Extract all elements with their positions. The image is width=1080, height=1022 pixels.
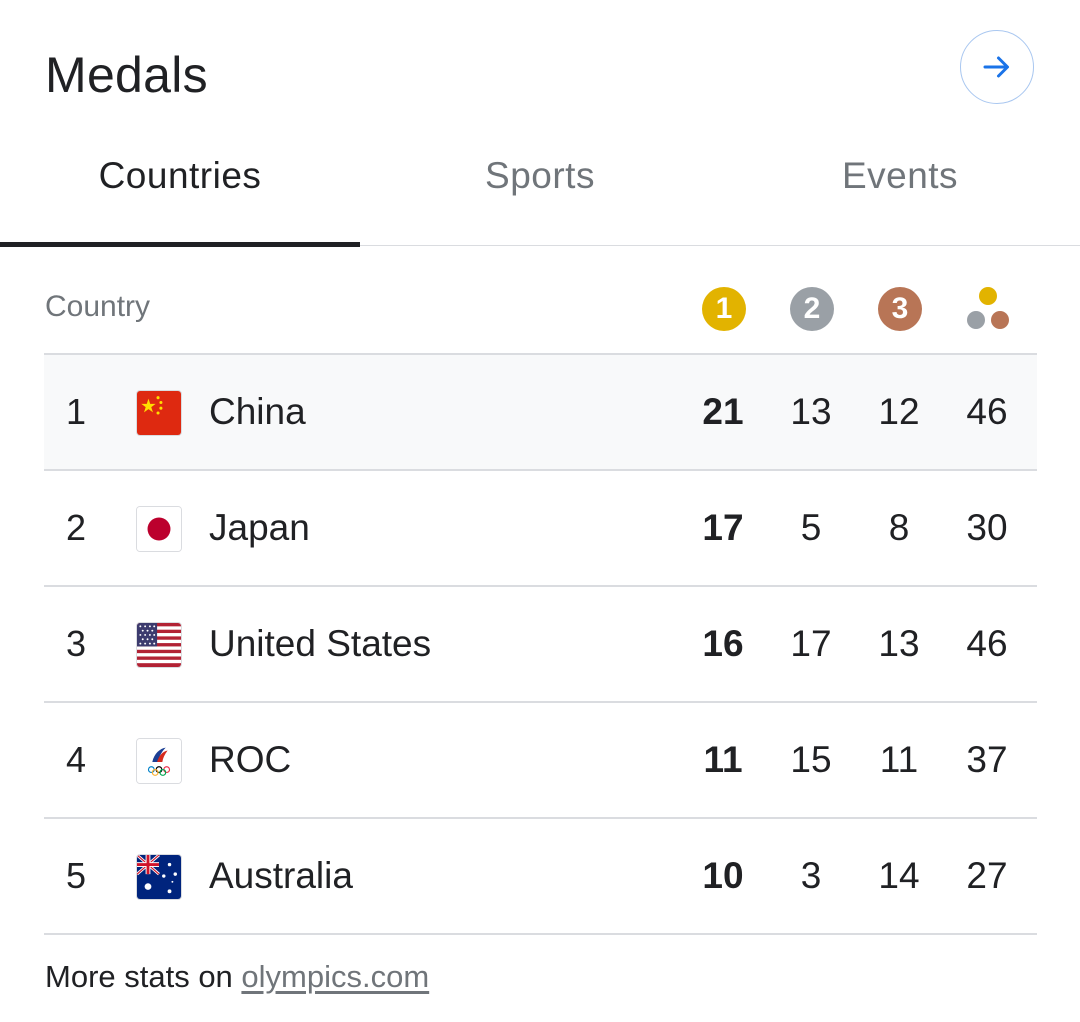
gold-count: 17 — [702, 507, 744, 548]
total-count: 37 — [966, 739, 1008, 780]
country-name: ROC — [209, 739, 292, 780]
silver-count: 17 — [790, 623, 832, 664]
gold-count: 21 — [702, 391, 744, 432]
medal-table: 1 China 21 13 12 46 2 Japan 17 5 — [44, 353, 1037, 935]
country-name: China — [209, 391, 306, 432]
bronze-count: 8 — [888, 507, 910, 548]
gold-medal-header: 1 — [701, 286, 747, 332]
gold-count: 11 — [703, 739, 743, 780]
silver-count: 15 — [790, 739, 832, 780]
country-name: Australia — [209, 855, 353, 896]
japan-flag-icon — [136, 506, 182, 552]
rank: 3 — [66, 623, 87, 664]
arrow-right-icon — [983, 56, 1009, 78]
tab-sports[interactable]: Sports — [485, 155, 595, 196]
table-row-japan[interactable]: 2 Japan 17 5 8 30 — [44, 471, 1037, 587]
table-row-united-states[interactable]: 3 United States — [44, 587, 1037, 703]
country-name: United States — [209, 623, 432, 664]
bronze-count: 14 — [878, 855, 920, 896]
country-name: Japan — [209, 507, 310, 548]
usa-flag-icon — [136, 622, 182, 668]
total-count: 46 — [966, 391, 1008, 432]
silver-count: 5 — [800, 507, 822, 548]
page-title: Medals — [45, 47, 208, 103]
silver-medal-header: 2 — [789, 286, 835, 332]
bronze-count: 12 — [878, 391, 920, 432]
total-count: 46 — [966, 623, 1008, 664]
table-row-roc[interactable]: 4 ROC 11 15 11 37 — [44, 703, 1037, 819]
total-medals-header — [965, 286, 1011, 332]
footer-stats: More stats on olympics.com — [45, 955, 429, 999]
total-count: 30 — [966, 507, 1008, 548]
bronze-count: 11 — [879, 739, 919, 780]
tab-countries[interactable]: Countries — [0, 130, 360, 247]
bronze-medal-header: 3 — [877, 286, 923, 332]
australia-flag-icon — [136, 854, 182, 900]
rank: 1 — [66, 391, 87, 432]
open-medals-button[interactable] — [960, 30, 1034, 104]
silver-medal-icon: 2 — [790, 287, 834, 331]
roc-emblem-icon — [136, 738, 182, 784]
country-column-header: Country — [45, 290, 151, 323]
rank: 2 — [66, 507, 87, 548]
silver-count: 13 — [790, 391, 832, 432]
silver-count: 3 — [800, 855, 822, 896]
china-flag-icon — [136, 390, 182, 436]
rank: 5 — [66, 855, 87, 896]
tab-bar: Countries Sports Events — [0, 130, 1080, 247]
bronze-medal-icon: 3 — [878, 287, 922, 331]
table-row-china[interactable]: 1 China 21 13 12 46 — [44, 355, 1037, 471]
total-medals-icon — [967, 287, 1009, 329]
gold-medal-icon: 1 — [702, 287, 746, 331]
tab-events[interactable]: Events — [841, 155, 959, 196]
footer-prefix: More stats on — [45, 959, 242, 994]
bronze-count: 13 — [878, 623, 920, 664]
gold-count: 16 — [702, 623, 744, 664]
gold-count: 10 — [702, 855, 744, 896]
olympics-link[interactable]: olympics.com — [241, 959, 430, 994]
total-count: 27 — [966, 855, 1008, 896]
rank: 4 — [66, 739, 87, 780]
table-row-australia[interactable]: 5 — [44, 819, 1037, 935]
